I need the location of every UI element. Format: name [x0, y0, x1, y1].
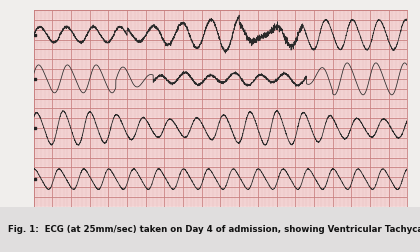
- Text: Fig. 1:  ECG (at 25mm/sec) taken on Day 4 of admission, showing Ventricular Tach: Fig. 1: ECG (at 25mm/sec) taken on Day 4…: [8, 225, 420, 234]
